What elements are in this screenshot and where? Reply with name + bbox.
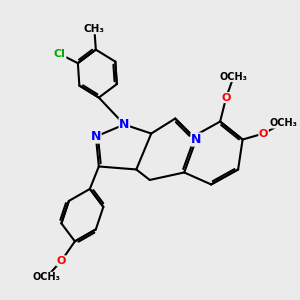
- Text: OCH₃: OCH₃: [269, 118, 297, 128]
- Text: O: O: [259, 128, 268, 139]
- Text: CH₃: CH₃: [84, 24, 105, 34]
- Text: Cl: Cl: [54, 49, 66, 59]
- Text: N: N: [91, 130, 101, 143]
- Text: O: O: [57, 256, 66, 266]
- Text: N: N: [119, 118, 130, 131]
- Text: O: O: [221, 93, 231, 103]
- Text: OCH₃: OCH₃: [220, 72, 248, 82]
- Text: OCH₃: OCH₃: [32, 272, 60, 282]
- Text: N: N: [191, 133, 201, 146]
